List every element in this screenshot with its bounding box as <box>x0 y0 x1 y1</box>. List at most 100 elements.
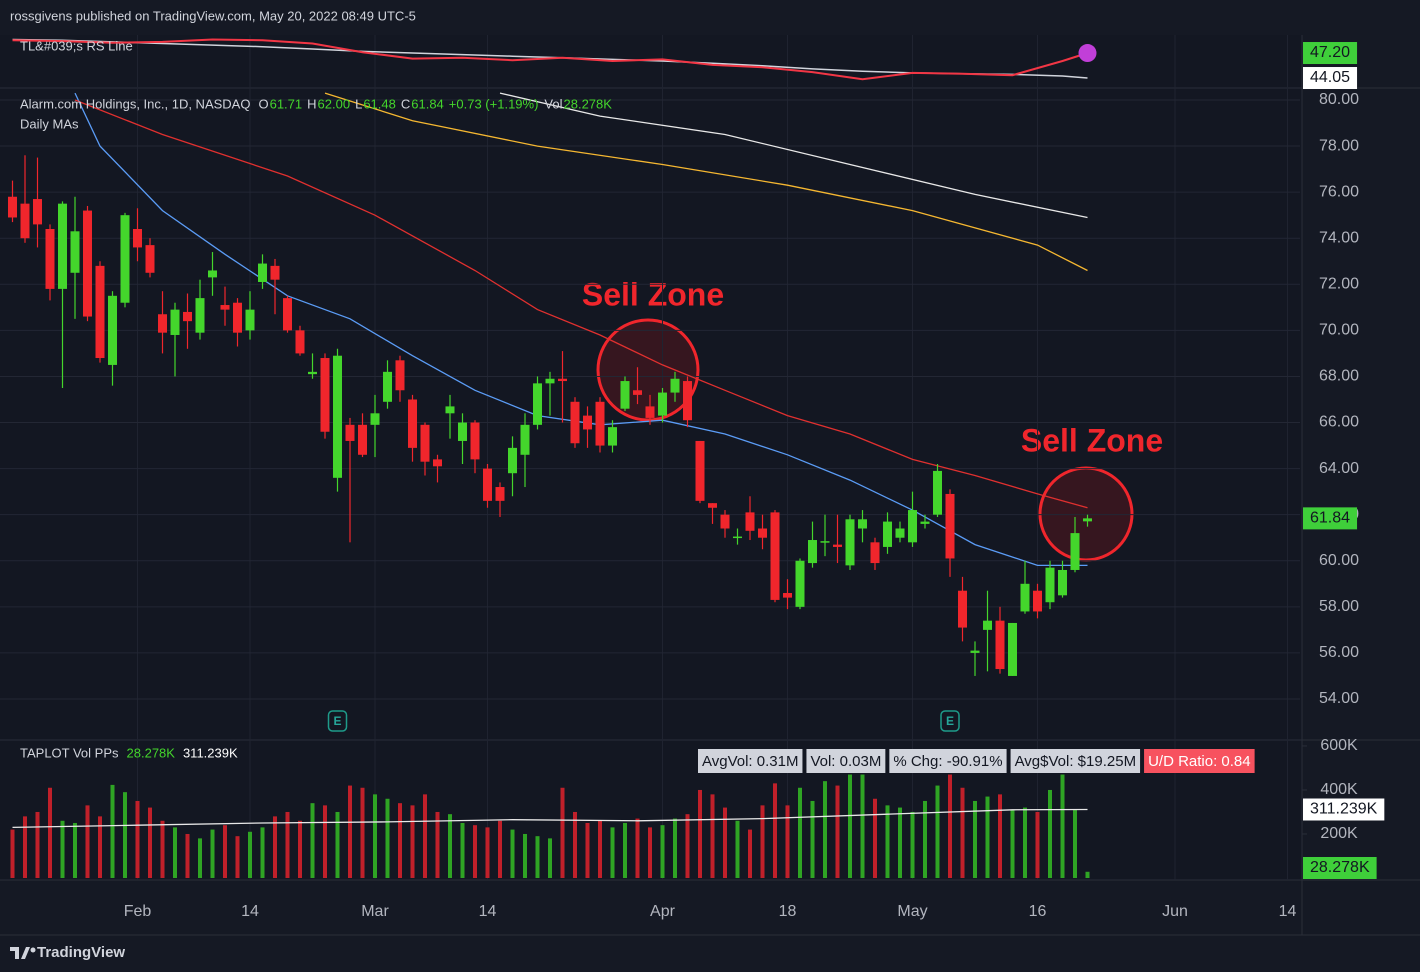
volume-ma <box>12 808 1088 829</box>
last-value-label: 44.05 <box>1310 69 1350 86</box>
candle-body <box>883 521 892 547</box>
volume-bar <box>685 814 690 878</box>
volume-bar <box>1048 789 1052 878</box>
volume-bar <box>698 789 702 878</box>
volume-bar <box>973 800 977 878</box>
volume-bar <box>435 811 440 878</box>
last-volume-label-bg <box>1303 857 1377 879</box>
candle-body <box>570 401 580 444</box>
volume-bar <box>1023 807 1027 878</box>
volume-bar <box>885 805 890 878</box>
volume-bar <box>523 833 527 878</box>
candle-body <box>58 203 67 289</box>
volume-bar <box>898 807 902 878</box>
plot-area <box>0 35 1302 880</box>
candle-body <box>633 390 642 395</box>
volume-bar <box>798 787 802 878</box>
ma-value-label-bg <box>1303 798 1385 821</box>
annotation-circle <box>1038 466 1134 562</box>
volume-bar <box>823 781 827 878</box>
candle-body <box>133 228 142 248</box>
candle-body <box>608 427 617 446</box>
volume-bar <box>173 827 177 878</box>
volume-bar <box>498 820 502 878</box>
volume-bar <box>723 807 727 878</box>
stat-text: U/D Ratio: 0.84 <box>1148 753 1251 770</box>
moving-average <box>499 92 1088 219</box>
candle-body <box>308 371 317 375</box>
candle-body <box>495 487 505 501</box>
volume-bar <box>210 829 215 878</box>
candle-body <box>120 215 130 303</box>
volume-bar <box>98 816 102 878</box>
volume-bar <box>610 827 615 878</box>
ma-value-label: 311.239K <box>1310 801 1378 818</box>
y-tick-label: 56.00 <box>1319 644 1359 661</box>
volume-bar <box>348 785 352 878</box>
candle-body <box>145 245 155 273</box>
legend-key: C <box>401 96 410 111</box>
candle-body <box>533 383 542 425</box>
volume-bar <box>735 820 740 878</box>
x-tick-label: Feb <box>124 903 152 920</box>
candle-body <box>333 355 342 478</box>
y-tick-label: 60.00 <box>1319 552 1359 569</box>
candle-body <box>358 424 367 455</box>
candle-body <box>858 519 867 529</box>
volume-bar <box>223 825 227 878</box>
volume-bar <box>960 787 965 878</box>
volume-bar <box>748 829 752 878</box>
volume-bar <box>185 833 190 878</box>
volume-bar <box>860 774 865 878</box>
volume-bar <box>423 794 427 878</box>
volume-bar <box>923 800 927 878</box>
volume-bar <box>598 820 602 878</box>
volume-bar <box>285 811 290 878</box>
pane-title: TL&#039;s RS Line <box>20 38 133 53</box>
stat-text: AvgVol: 0.31M <box>702 753 798 770</box>
y-tick-label: 78.00 <box>1319 137 1359 154</box>
candle-body <box>33 199 42 225</box>
y-tick-label: 68.00 <box>1319 368 1359 385</box>
volume-bar <box>410 805 415 878</box>
legend-key: Vol <box>544 96 562 111</box>
candle-body <box>45 228 55 289</box>
candle-body <box>508 447 517 474</box>
legend-value: 311.239K <box>183 745 238 760</box>
y-tick-label: 58.00 <box>1319 598 1359 615</box>
volume-bar <box>985 796 990 878</box>
candle-body <box>408 399 417 448</box>
last-value-label: 47.20 <box>1310 44 1350 61</box>
candle-body <box>445 406 455 414</box>
stat-box <box>889 749 1007 773</box>
y-tick-label: 400K <box>1320 781 1358 798</box>
volume-bar <box>235 836 240 878</box>
last-price-label: 61.84 <box>1310 510 1350 527</box>
candle-body <box>295 330 305 354</box>
earnings-marker <box>327 710 348 732</box>
candle-body <box>695 440 705 501</box>
x-tick-label: Apr <box>650 903 676 920</box>
volume-bar <box>298 820 302 878</box>
candle-body <box>195 298 205 333</box>
candle-body <box>670 378 680 393</box>
legend-value: 61.84 <box>411 96 444 111</box>
legend-value: 62.00 <box>318 96 351 111</box>
volume-bar <box>535 836 540 878</box>
legend-key: H <box>307 96 316 111</box>
volume-bar <box>373 794 377 878</box>
candle-body <box>458 422 467 441</box>
candle-body <box>345 424 355 441</box>
x-tick-label: Jun <box>1162 903 1188 920</box>
candle-body <box>370 413 380 425</box>
volume-bar <box>1010 809 1015 878</box>
volume-bar <box>10 829 15 878</box>
volume-bar <box>48 787 52 878</box>
volume-bar <box>160 820 165 878</box>
rs-line <box>12 38 1088 81</box>
volume-bar <box>73 822 77 878</box>
pane <box>0 92 1300 700</box>
candle-body <box>83 210 92 317</box>
